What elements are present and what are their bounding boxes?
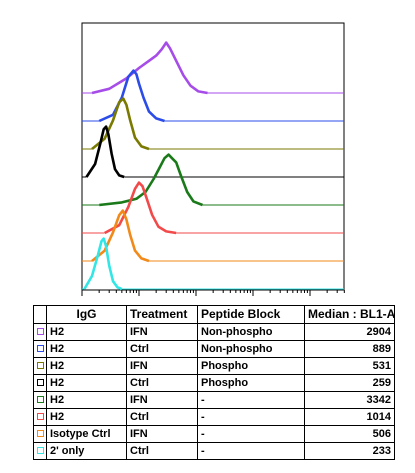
plot-frame <box>81 22 345 291</box>
legend-peptide-cell: Non-phospho <box>197 323 305 341</box>
legend-swatch-cell <box>33 408 47 426</box>
histogram-curve-5 <box>104 181 177 235</box>
legend-treatment-cell: Ctrl <box>126 374 198 392</box>
legend-median-cell: 506 <box>304 425 395 443</box>
legend-igg-cell: H2 <box>46 357 127 375</box>
legend-swatch <box>36 328 44 336</box>
legend-row: H2 Ctrl -1014 <box>33 408 395 426</box>
treatment-header: Treatment <box>126 305 198 324</box>
legend-median-cell: 531 <box>304 357 395 375</box>
legend-igg-cell: H2 <box>46 408 127 426</box>
legend-peptide-cell: Non-phospho <box>197 340 305 358</box>
legend-swatch <box>36 396 44 404</box>
legend-swatch <box>36 379 44 387</box>
legend-row: H2 Ctrl Phospho 259 <box>33 374 395 392</box>
legend-swatch-cell <box>33 425 47 443</box>
legend-row: Isotype Ctrl IFN -506 <box>33 425 395 443</box>
legend-treatment-cell: Ctrl <box>126 442 198 460</box>
legend-treatment-cell: IFN <box>126 425 198 443</box>
igg-header: IgG <box>46 305 127 324</box>
legend-swatch <box>36 362 44 370</box>
legend-swatch-cell <box>33 323 47 341</box>
legend-igg-cell: H2 <box>46 374 127 392</box>
legend-swatch-cell <box>33 357 47 375</box>
legend-swatch-cell <box>33 442 47 460</box>
histogram-curve-7 <box>83 237 123 291</box>
median-header: Median : BL1-A <box>304 305 395 324</box>
x-axis-ticks <box>81 290 345 296</box>
legend-swatch <box>36 345 44 353</box>
peptide-block-header: Peptide Block <box>197 305 305 324</box>
legend-swatch <box>36 413 44 421</box>
legend-peptide-cell: Phospho <box>197 357 305 375</box>
legend-median-cell: 889 <box>304 340 395 358</box>
legend-row: H2 IFN Non-phospho 2904 <box>33 323 395 341</box>
legend-table: IgG Treatment Peptide Block Median : BL1… <box>33 305 395 460</box>
legend-median-cell: 3342 <box>304 391 395 409</box>
legend-peptide-cell: - <box>197 425 305 443</box>
histogram-curve-6 <box>91 209 150 263</box>
legend-igg-cell: H2 <box>46 391 127 409</box>
legend-swatch <box>36 447 44 455</box>
swatch-header <box>33 305 47 324</box>
legend-peptide-cell: Phospho <box>197 374 305 392</box>
legend-median-cell: 1014 <box>304 408 395 426</box>
histogram-curve-3 <box>85 125 125 179</box>
legend-treatment-cell: IFN <box>126 357 198 375</box>
legend-median-cell: 233 <box>304 442 395 460</box>
legend-median-cell: 2904 <box>304 323 395 341</box>
legend-igg-cell: H2 <box>46 323 127 341</box>
legend-igg-cell: H2 <box>46 340 127 358</box>
legend-swatch-cell <box>33 374 47 392</box>
legend-igg-cell: 2' only <box>46 442 127 460</box>
histogram-curves <box>83 41 208 291</box>
legend-peptide-cell: - <box>197 408 305 426</box>
legend-row: H2 Ctrl Non-phospho 889 <box>33 340 395 358</box>
legend-swatch <box>36 430 44 438</box>
histogram-plot <box>81 22 345 296</box>
legend-swatch-cell <box>33 391 47 409</box>
legend-treatment-cell: Ctrl <box>126 408 198 426</box>
legend-igg-cell: Isotype Ctrl <box>46 425 127 443</box>
legend-median-cell: 259 <box>304 374 395 392</box>
legend-swatch-cell <box>33 340 47 358</box>
legend-peptide-cell: - <box>197 391 305 409</box>
legend-header-row: IgG Treatment Peptide Block Median : BL1… <box>33 305 395 324</box>
histogram-curve-1 <box>98 69 165 123</box>
histogram-curve-0 <box>91 41 208 95</box>
legend-row: H2 IFN Phospho 531 <box>33 357 395 375</box>
legend-treatment-cell: IFN <box>126 391 198 409</box>
histogram-curve-4 <box>99 153 203 207</box>
track-baselines <box>82 92 344 290</box>
legend-peptide-cell: - <box>197 442 305 460</box>
legend-treatment-cell: IFN <box>126 323 198 341</box>
histogram-curve-2 <box>91 97 150 151</box>
legend-row: 2' only Ctrl -233 <box>33 442 395 460</box>
legend-row: H2 IFN -3342 <box>33 391 395 409</box>
legend-treatment-cell: Ctrl <box>126 340 198 358</box>
